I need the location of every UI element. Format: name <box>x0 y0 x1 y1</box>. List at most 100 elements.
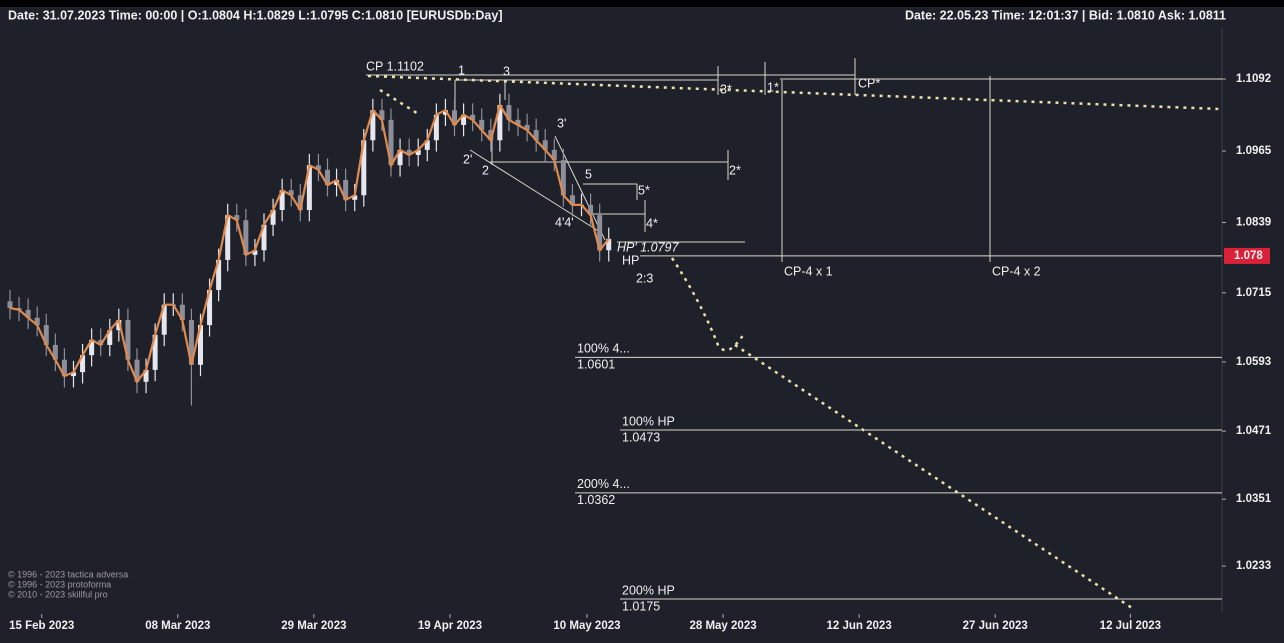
level-value: 1.0175 <box>622 599 660 613</box>
annotation: 2' <box>463 152 472 166</box>
level-value: 1.0473 <box>622 430 660 444</box>
annotation: 2* <box>729 163 741 177</box>
y-tick-label: 1.0839 <box>1236 217 1271 229</box>
annotation: CP-4 x 1 <box>784 264 833 278</box>
x-tick-label: 29 Mar 2023 <box>281 620 346 632</box>
top-strip <box>0 0 1284 7</box>
candle-body <box>569 195 575 205</box>
copyright: © 1996 - 2023 tactica adversa <box>8 569 128 579</box>
header-right: Date: 22.05.23 Time: 12:01:37 | Bid: 1.0… <box>905 8 1226 22</box>
candle-body <box>306 165 312 211</box>
candle-body <box>506 105 512 120</box>
candle-body <box>161 304 167 335</box>
candle-body <box>343 179 349 200</box>
y-tick-label: 1.0351 <box>1236 493 1272 505</box>
x-tick-label: 10 May 2023 <box>553 620 620 632</box>
candle-body <box>143 369 149 382</box>
annotation: 3 <box>503 64 510 78</box>
candle-body <box>279 190 285 211</box>
candle-body <box>352 195 358 200</box>
annotation: 5 <box>585 167 592 181</box>
candle-body <box>315 165 321 170</box>
close-line <box>9 102 610 384</box>
candle-body <box>80 355 86 373</box>
candle-body <box>234 215 240 221</box>
level-name: 200% HP <box>622 583 675 597</box>
candle-body <box>551 149 557 161</box>
candle-body <box>606 238 612 251</box>
candle-body <box>397 149 403 166</box>
candle-body <box>488 130 494 141</box>
level-name: 100% 4... <box>577 342 630 356</box>
candle-body <box>152 334 158 370</box>
candle-body <box>179 304 185 320</box>
annotation: 1 <box>458 63 465 77</box>
candle-body <box>261 224 267 251</box>
level-value: 1.0362 <box>577 493 615 507</box>
candle-body <box>424 140 430 150</box>
x-tick-label: 08 Mar 2023 <box>145 620 210 632</box>
candle-body <box>497 105 503 141</box>
candle-body <box>52 344 58 360</box>
current-price-label: 1.078 <box>1234 250 1263 262</box>
annotation: 3' <box>557 116 566 130</box>
candle-body <box>207 289 213 326</box>
candle-body <box>107 330 113 345</box>
y-tick-label: 1.0965 <box>1236 145 1272 157</box>
candle-body <box>25 309 31 318</box>
candle-body <box>43 325 49 345</box>
candle-body <box>433 114 439 141</box>
candle-body <box>597 215 603 251</box>
candle-body <box>197 325 203 365</box>
annotation: 1* <box>767 80 779 94</box>
current-price-box <box>1224 247 1270 264</box>
candle-body <box>461 114 467 125</box>
candle-body <box>125 320 131 360</box>
candle-body <box>34 317 40 326</box>
candle-body <box>524 124 530 131</box>
x-tick-label: 19 Apr 2023 <box>418 620 482 632</box>
annotation: CP 1.1102 <box>366 59 424 73</box>
candle-body <box>560 160 566 196</box>
candle-body <box>361 140 367 196</box>
level-name: 200% 4... <box>577 477 630 491</box>
candle-body <box>370 110 376 141</box>
annotation: HP' 1.0797 <box>617 240 680 254</box>
annotation: 2 <box>482 163 489 177</box>
annotation: 2:3 <box>636 271 653 285</box>
annotation: 4'4' <box>555 215 574 229</box>
candle-body <box>533 130 539 141</box>
level-name: 100% HP <box>622 414 675 428</box>
candle-body <box>470 114 476 120</box>
candle-body <box>134 359 140 382</box>
annotation: HP <box>622 253 639 267</box>
y-tick-label: 1.0233 <box>1236 560 1271 572</box>
candle-body <box>297 195 303 211</box>
x-tick-label: 15 Feb 2023 <box>9 620 74 632</box>
y-tick-label: 1.1092 <box>1236 73 1271 85</box>
x-tick-label: 12 Jun 2023 <box>827 620 892 632</box>
candle-body <box>61 359 67 377</box>
x-tick-label: 28 May 2023 <box>689 620 756 632</box>
candle-body <box>588 204 594 216</box>
candle-body <box>542 140 548 150</box>
candle-body <box>216 259 222 290</box>
header-left: Date: 31.07.2023 Time: 00:00 | O:1.0804 … <box>8 8 502 22</box>
candle-body <box>98 339 104 345</box>
y-tick-label: 1.0715 <box>1236 287 1272 299</box>
copyright: © 2010 - 2023 skillful pro <box>8 589 108 599</box>
level-value: 1.0601 <box>577 358 615 372</box>
candle-body <box>225 215 231 260</box>
decorations <box>366 58 1222 612</box>
candle-body <box>379 110 385 120</box>
copyright: © 1996 - 2023 protoforma <box>8 579 111 589</box>
candle-body <box>243 220 249 255</box>
candle-body <box>270 210 276 225</box>
annotation: 3* <box>720 82 732 96</box>
candle-body <box>515 119 521 125</box>
x-tick-label: 12 Jul 2023 <box>1100 620 1161 632</box>
candle-body <box>442 110 448 115</box>
y-tick-label: 1.0471 <box>1236 425 1272 437</box>
